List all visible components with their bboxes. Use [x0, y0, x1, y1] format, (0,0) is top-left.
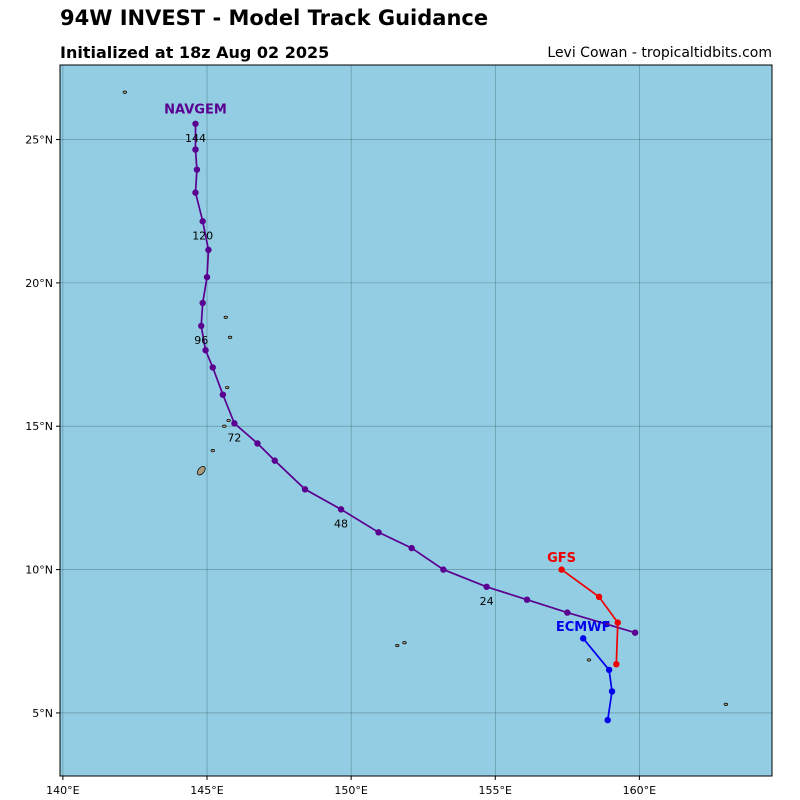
track-point [192, 120, 199, 127]
lon-tick-label: 160°E [623, 784, 656, 797]
lat-tick-label: 20°N [25, 277, 53, 290]
forecast-hour-label: 144 [185, 132, 206, 145]
island-tinian [222, 424, 227, 428]
track-point [440, 566, 447, 573]
track-point [605, 666, 613, 674]
map-frame [59, 64, 773, 777]
track-point [608, 688, 616, 695]
track-point [209, 364, 216, 371]
lon-tick-label: 140°E [46, 784, 79, 797]
island-rota [210, 449, 215, 453]
forecast-hour-label: 120 [192, 230, 213, 243]
track-navgem: 24 48 72 96 120 144 NAVGEM [164, 102, 639, 636]
track-point [558, 566, 565, 573]
lat-tick-label: 25°N [25, 134, 53, 147]
model-tracks: 24 48 72 96 120 144 NAVGEM GFS ECMWF [164, 102, 639, 724]
axis-ticks: 140°E 145°E 150°E 155°E 160°E 5°N 10°N 15°N 20°N… [25, 134, 656, 797]
map-title: 94W INVEST - Model Track Guidance [60, 6, 489, 30]
island-kosrae [723, 702, 729, 706]
track-line [561, 568, 619, 665]
track-point [483, 583, 490, 590]
lat-lon-grid [60, 65, 772, 776]
init-time-subtitle: Initialized at 18z Aug 02 2025 [60, 43, 330, 62]
forecast-hour-label: 96 [194, 334, 208, 347]
track-point [202, 347, 209, 354]
forecast-hour-label: 48 [334, 518, 348, 531]
track-point [192, 189, 199, 196]
island-north-island [122, 90, 128, 94]
lon-tick-label: 155°E [479, 784, 512, 797]
island-guam [196, 466, 206, 476]
track-point [523, 596, 531, 603]
track-point [219, 391, 227, 398]
lon-tick-label: 145°E [190, 784, 223, 797]
ocean-background [60, 65, 772, 776]
island-pohnpei [586, 658, 592, 662]
island-pagan [227, 335, 233, 339]
track-point [337, 506, 345, 513]
islands-layer [122, 90, 729, 706]
lon-tick-label: 150°E [334, 784, 367, 797]
track-point [631, 629, 639, 636]
track-point [579, 635, 587, 642]
track-point [614, 619, 621, 626]
forecast-hour-label: 72 [227, 432, 241, 445]
track-point [595, 593, 603, 601]
lat-tick-label: 10°N [25, 564, 53, 577]
track-point [301, 486, 309, 493]
island-chuuk-b [402, 641, 407, 645]
track-point [564, 609, 571, 616]
track-point [199, 218, 206, 225]
track-point [613, 660, 620, 668]
island-anatahan [225, 385, 230, 390]
island-chuuk-a [395, 644, 400, 648]
track-point [271, 457, 278, 464]
track-point [203, 273, 211, 281]
track-point [375, 529, 382, 536]
lat-tick-label: 15°N [25, 420, 53, 433]
track-gfs: GFS [547, 551, 621, 668]
forecast-hour-label: 24 [480, 595, 494, 608]
model-label: ECMWF [556, 620, 611, 635]
model-label: NAVGEM [164, 102, 227, 117]
island-agrihan [223, 315, 228, 319]
track-ecmwf: ECMWF [556, 620, 616, 724]
track-point [205, 246, 212, 254]
track-line [582, 637, 613, 721]
lat-tick-label: 5°N [32, 707, 53, 720]
track-point [199, 299, 206, 307]
model-label: GFS [547, 551, 576, 566]
track-point [254, 440, 261, 447]
track-point [604, 716, 611, 724]
track-point [603, 620, 610, 628]
track-point [231, 420, 238, 427]
credit-text: Levi Cowan - tropicaltidbits.com [547, 45, 772, 61]
track-point [193, 166, 201, 173]
track-point [192, 146, 199, 153]
island-saipan [226, 418, 231, 423]
track-point [408, 544, 415, 552]
track-point [198, 322, 205, 330]
